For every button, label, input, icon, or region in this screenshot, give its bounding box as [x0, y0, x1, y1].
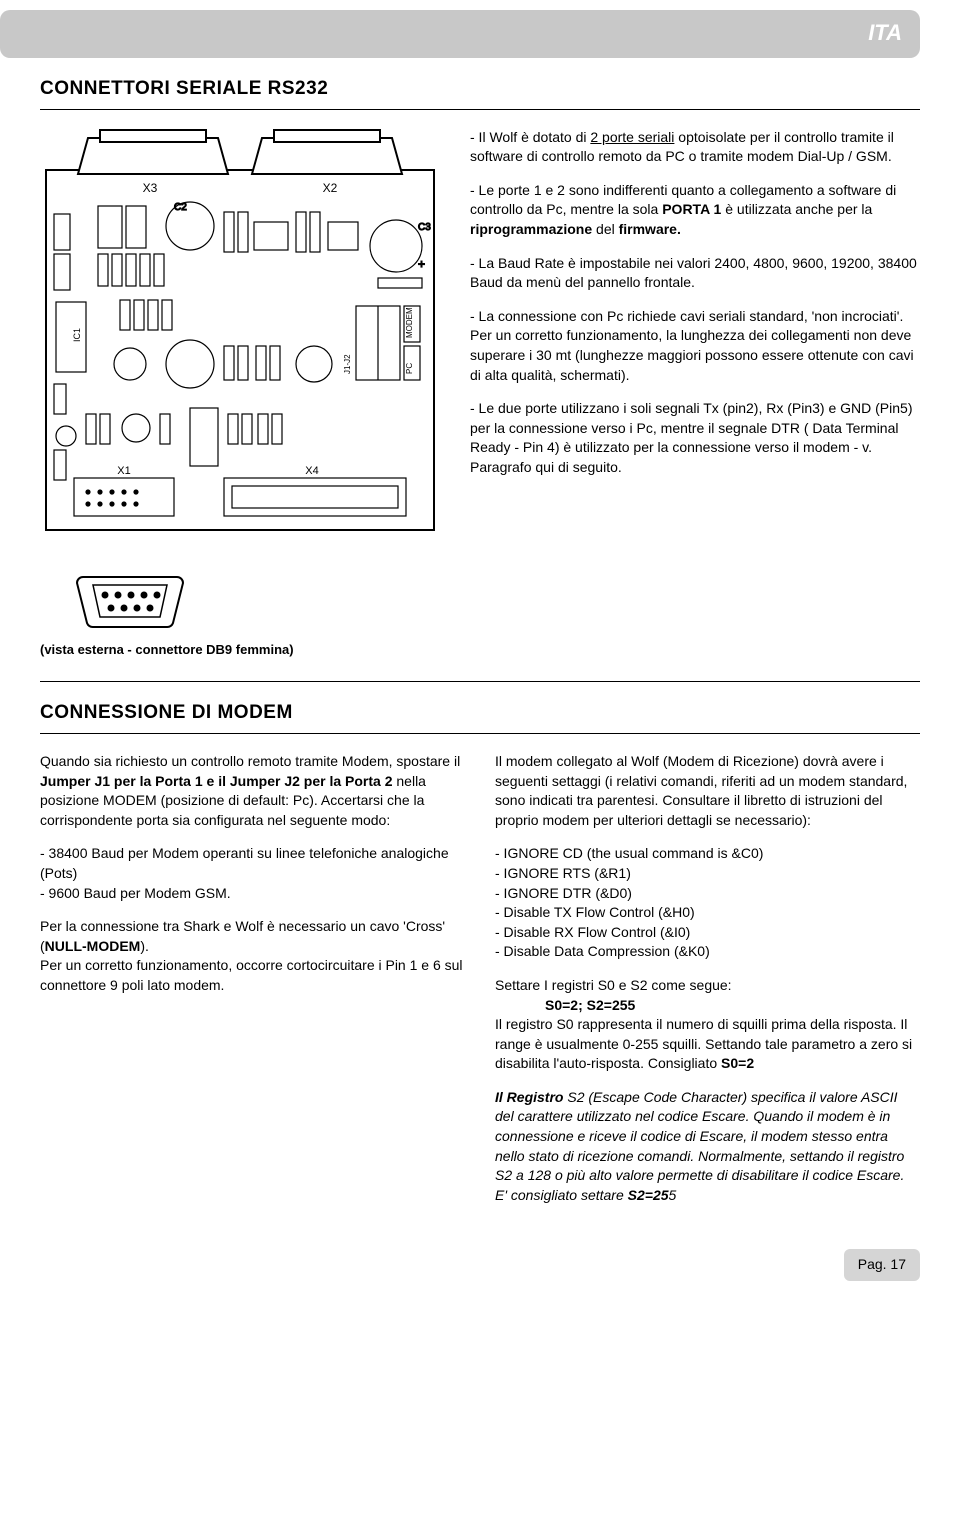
label-j1j2: J1-J2: [343, 353, 352, 373]
db9-figure: [70, 573, 190, 631]
s2-l2: - 38400 Baud per Modem operanti su linee…: [40, 844, 465, 903]
header-bar: ITA: [0, 0, 960, 58]
label-modem: MODEM: [405, 307, 414, 338]
s2-l1: Quando sia richiesto un controllo remoto…: [40, 752, 465, 830]
s2-reg: Settare I registri S0 e S2 come segue: S…: [495, 976, 920, 1074]
page-number: Pag. 17: [844, 1249, 920, 1281]
settings-list: - IGNORE CD (the usual command is &C0) -…: [495, 844, 920, 962]
setting-1: - IGNORE RTS (&R1): [495, 864, 920, 884]
reg-intro: Settare I registri S0 e S2 come segue:: [495, 977, 732, 993]
section1-title: CONNETTORI SERIALE RS232: [40, 76, 920, 103]
svg-text:IC1: IC1: [72, 328, 82, 342]
page-number-wrap: Pag. 17: [40, 1249, 920, 1281]
s2-l3: Per la connessione tra Shark e Wolf è ne…: [40, 917, 465, 995]
db9-icon: [75, 573, 185, 631]
divider: [40, 733, 920, 734]
divider: [40, 109, 920, 110]
reg-body: Il registro S0 rappresenta il numero di …: [495, 1016, 912, 1071]
s1-p3: - La Baud Rate è impostabile nei valori …: [470, 254, 920, 293]
db9-caption: (vista esterna - connettore DB9 femmina): [40, 641, 440, 659]
svg-text:C2: C2: [174, 202, 187, 213]
s1-p2: - Le porte 1 e 2 sono indifferenti quant…: [470, 181, 920, 240]
section2-title: CONNESSIONE DI MODEM: [40, 700, 920, 727]
setting-5: - Disable Data Compression (&K0): [495, 942, 920, 962]
pcb-diagram: X3 X2 IC1 C2: [40, 128, 440, 538]
section1-right: - Il Wolf è dotato di 2 porte seriali op…: [470, 128, 920, 660]
divider: [40, 681, 920, 682]
svg-text:+: +: [418, 257, 425, 271]
s1-p5: - Le due porte utilizzano i soli segnali…: [470, 399, 920, 477]
section2-right: Il modem collegato al Wolf (Modem di Ric…: [495, 752, 920, 1219]
s2-r-intro: Il modem collegato al Wolf (Modem di Ric…: [495, 752, 920, 830]
label-pc: PC: [405, 362, 414, 373]
setting-3: - Disable TX Flow Control (&H0): [495, 903, 920, 923]
label-x2: X2: [323, 181, 338, 195]
lang-code: ITA: [868, 18, 902, 49]
lang-tab: ITA: [0, 10, 920, 58]
section1-left: X3 X2 IC1 C2: [40, 128, 440, 660]
label-x1: X1: [117, 465, 130, 477]
s1-p4: - La connessione con Pc richiede cavi se…: [470, 307, 920, 385]
page-content: CONNETTORI SERIALE RS232 X3 X2: [0, 76, 960, 1301]
setting-2: - IGNORE DTR (&D0): [495, 884, 920, 904]
section1-columns: X3 X2 IC1 C2: [40, 128, 920, 660]
label-x4: X4: [305, 465, 318, 477]
label-x3: X3: [143, 181, 158, 195]
s1-p1: - Il Wolf è dotato di 2 porte seriali op…: [470, 128, 920, 167]
setting-0: - IGNORE CD (the usual command is &C0): [495, 844, 920, 864]
reg-values: S0=2; S2=255: [495, 997, 635, 1013]
svg-text:C3: C3: [418, 222, 431, 233]
section2-left: Quando sia richiesto un controllo remoto…: [40, 752, 465, 1219]
setting-4: - Disable RX Flow Control (&I0): [495, 923, 920, 943]
s2-italic: Il Registro S2 (Escape Code Character) s…: [495, 1088, 920, 1206]
section2-columns: Quando sia richiesto un controllo remoto…: [40, 752, 920, 1219]
